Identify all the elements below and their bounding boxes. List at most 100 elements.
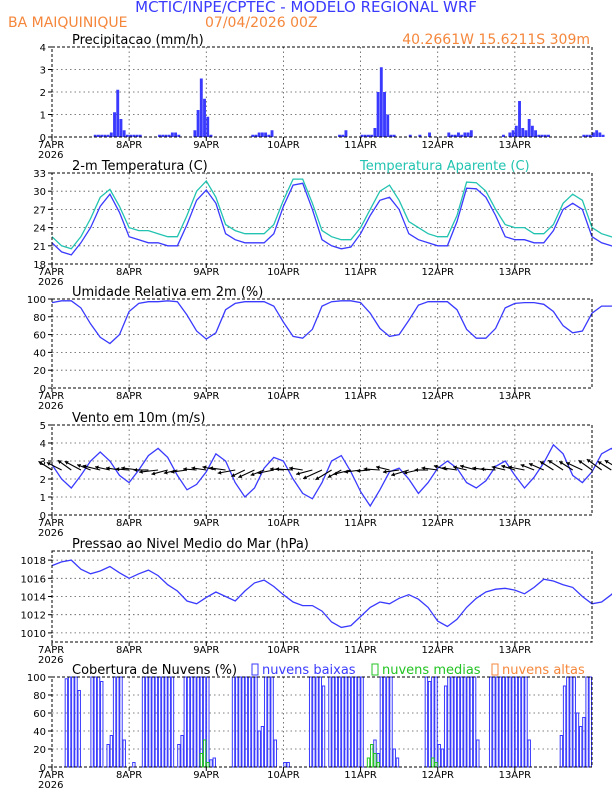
y-tick-label: 30 [33,187,46,198]
cloud-bar-blue [157,676,162,768]
cloud-bar-blue [392,748,396,768]
y-tick-label: 18 [33,260,46,271]
y-tick-label: 2 [40,475,46,486]
cloud-bar-blue [164,676,168,768]
wind-arrowhead [77,463,82,468]
cloud-bar-blue [106,744,110,768]
cloud-bar-blue [93,676,98,768]
x-tick-label: 9APR [193,770,219,781]
y-tick-label: 80 [33,313,46,324]
precip-bar [453,134,457,137]
precip-bar [601,134,605,137]
y-tick-label: 5 [40,421,46,432]
cloud-bar-blue [469,676,474,768]
cloud-bar-blue [170,676,175,768]
wind-arrowhead [250,472,255,477]
cloud-bar-blue [154,676,159,768]
cloud-bar-blue [562,685,567,768]
cloud-bar-blue [132,762,136,768]
x-tick-label: 7APR [38,518,64,529]
precip-bar [260,132,264,137]
panel-frame [51,424,593,516]
wind-arrowhead [170,469,175,474]
cloud-bar-blue [341,676,345,768]
wind-arrowhead [491,465,496,470]
wind-arrowhead [115,467,120,472]
precip-bar [360,134,364,137]
cloud-bar-blue [505,676,509,768]
x-tick-label: 12APR [421,645,454,656]
cloud-bar-blue [193,676,197,768]
x-tick-label: 9APR [193,518,219,529]
cloud-bar-blue [488,676,493,768]
x-year-label: 2026 [38,277,63,288]
x-tick-label: 11APR [344,267,377,278]
cloud-bar-blue [74,676,78,768]
precip-bar [122,130,126,137]
precip-bar [598,132,602,137]
precip-bar [521,128,525,137]
cloud-bar-blue [186,676,191,768]
precip-bar [379,67,383,137]
panel-1: 0 1 2 3 4 7APR 8APR 9APR 10APR 11APR 12APR 13APR 202… [38,33,605,161]
y-tick-label: 20 [33,366,46,377]
x-tick-label: 8APR [116,391,142,402]
wind-arrowhead [163,470,168,475]
wind-arrowhead [217,470,222,475]
y-tick-label: 60 [33,331,46,342]
y-tick-label: 0 [40,384,46,395]
precip-bar [389,134,393,137]
cloud-bar-green [206,762,210,768]
precip-bar [267,134,271,137]
cloud-bar-blue [183,676,188,768]
y-tick-label: 40 [33,727,46,738]
x-tick-label: 9APR [193,140,219,151]
wind-arrowhead [566,462,571,466]
cloud-bar-blue [96,676,101,768]
cloud-bar-blue [167,676,171,768]
x-tick-label: 10APR [267,518,300,529]
x-tick-label: 13APR [499,391,532,402]
precip-bar [125,134,129,137]
precip-bar [514,125,518,137]
cloud-bar-blue [450,676,454,768]
precip-bar [537,134,541,137]
x-tick-label: 8APR [116,770,142,781]
cloud-bar-blue [508,676,512,768]
precip-bar [164,134,168,137]
legend-swatch [371,663,379,676]
y-tick-label: 1 [40,111,46,122]
series-line-blue [51,559,612,629]
header-title: MCTIC/INPE/CPTEC - MODELO REGIONAL WRF [135,0,477,16]
cloud-bar-blue [286,762,290,768]
precip-bar [585,134,589,137]
cloud-bar-blue [318,676,323,768]
wind-arrowhead [209,466,214,471]
precip-bar [203,98,206,137]
precip-bar [588,134,592,137]
cloud-bar-blue [308,676,313,768]
wind-arrowhead [391,472,396,477]
cloud-bar-blue [212,757,216,768]
series-line-blue [51,443,612,508]
wind-arrowhead [586,459,591,463]
cloud-bar-blue [337,676,342,768]
wind-arrowhead [133,467,138,473]
precip-bar [174,132,178,137]
cloud-bar-green [202,739,207,768]
cloud-bar-blue [267,676,271,768]
cloud-bar-blue [64,678,69,768]
x-tick-label: 10APR [267,645,300,656]
cloud-bar-blue [67,676,72,768]
wind-arrowhead [403,470,408,475]
cloud-bar-blue [270,676,274,768]
x-tick-label: 7APR [38,267,64,278]
x-tick-label: 7APR [38,391,64,402]
precip-bar [547,134,550,137]
precip-bar [344,130,348,137]
wind-arrowhead [106,466,110,471]
cloud-bar-green [199,753,204,768]
precip-bar [582,134,586,137]
x-tick-label: 11APR [344,140,377,151]
